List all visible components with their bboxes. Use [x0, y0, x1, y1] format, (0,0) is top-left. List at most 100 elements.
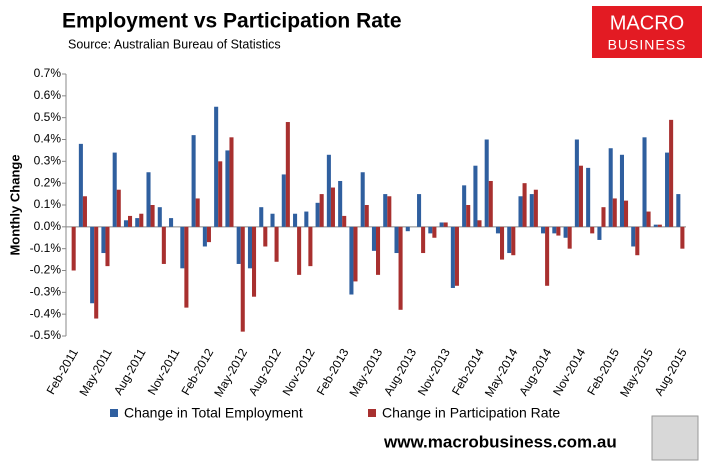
bar — [101, 226, 106, 254]
bar — [439, 222, 444, 227]
bar — [71, 226, 76, 271]
y-tick-label: 0.2% — [34, 175, 62, 189]
bar — [574, 139, 579, 227]
bar — [293, 213, 298, 227]
bar — [259, 207, 264, 227]
bar — [454, 226, 459, 286]
bar — [105, 226, 110, 267]
bar — [353, 226, 358, 282]
bar — [428, 226, 433, 234]
bar — [631, 226, 636, 247]
bar — [488, 180, 493, 227]
bar — [635, 226, 640, 256]
bar — [326, 154, 331, 227]
logo-text: BUSINESS — [608, 37, 687, 53]
bar — [229, 137, 234, 227]
bar — [360, 172, 365, 227]
bar — [495, 226, 500, 234]
bar — [500, 226, 505, 260]
bar — [263, 226, 268, 247]
y-tick-label: 0.7% — [34, 66, 62, 80]
bar — [484, 139, 489, 227]
bar — [236, 226, 241, 264]
x-tick-label: Aug-2011 — [111, 346, 149, 398]
y-tick-label: -0.1% — [30, 241, 62, 255]
bar — [522, 183, 527, 227]
bar — [78, 143, 83, 227]
bar — [518, 196, 523, 227]
x-tick-label: Feb-2013 — [314, 346, 352, 398]
bar — [466, 205, 471, 227]
bar — [349, 226, 354, 295]
bar — [462, 185, 467, 227]
bar — [642, 137, 647, 227]
bar — [387, 196, 392, 227]
bar — [330, 187, 335, 227]
bar — [247, 226, 252, 269]
bar — [90, 226, 95, 304]
x-tick-label: Feb-2012 — [178, 346, 216, 398]
bar — [285, 122, 290, 227]
bar — [680, 226, 685, 249]
bar — [94, 226, 99, 319]
bar — [665, 152, 670, 227]
bar — [533, 189, 538, 227]
bar — [676, 194, 681, 227]
bar — [586, 167, 591, 227]
bar — [450, 226, 455, 288]
y-axis-label: Monthly Change — [7, 154, 22, 255]
bar — [214, 106, 219, 227]
bar — [206, 226, 211, 243]
y-tick-label: 0.5% — [34, 110, 62, 124]
y-tick-label: -0.4% — [30, 306, 62, 320]
bar — [657, 224, 662, 227]
y-tick-label: 0.0% — [34, 219, 62, 233]
x-tick-label: Aug-2012 — [246, 346, 284, 398]
y-tick-label: -0.3% — [30, 285, 62, 299]
logo-text: MACRO — [610, 12, 684, 34]
bar — [146, 172, 151, 227]
bar — [169, 218, 174, 227]
bar — [371, 226, 376, 251]
bar — [304, 211, 309, 227]
x-tick-label: Nov-2011 — [145, 346, 183, 398]
bar — [195, 198, 200, 227]
bar — [308, 226, 313, 267]
bar — [112, 152, 117, 227]
bar — [653, 224, 658, 227]
bar — [128, 215, 133, 227]
bar — [225, 150, 230, 227]
x-tick-label: Feb-2014 — [449, 346, 487, 398]
bar — [624, 200, 629, 227]
bar — [529, 194, 534, 227]
x-tick-label: Nov-2012 — [280, 346, 318, 398]
bar — [191, 135, 196, 227]
y-tick-label: 0.1% — [34, 197, 62, 211]
bar — [552, 226, 557, 234]
bar — [507, 226, 512, 254]
x-tick-label: Nov-2014 — [550, 346, 588, 398]
bar — [443, 222, 448, 227]
bar — [135, 218, 140, 227]
wolf-icon — [651, 415, 699, 461]
bar — [383, 194, 388, 227]
bar — [252, 226, 257, 297]
bar — [116, 189, 121, 227]
bar — [590, 226, 595, 234]
bar — [398, 226, 403, 310]
bar — [184, 226, 189, 308]
bar — [432, 226, 437, 238]
chart-title: Employment vs Participation Rate — [62, 10, 402, 33]
x-tick-label: Aug-2015 — [652, 346, 690, 398]
bar — [157, 207, 162, 227]
bar — [601, 207, 606, 227]
x-tick-label: Nov-2013 — [415, 346, 453, 398]
bar — [342, 215, 347, 227]
legend-swatch — [368, 409, 376, 417]
x-tick-label: Aug-2014 — [516, 346, 554, 398]
bar — [202, 226, 207, 247]
chart-subtitle: Source: Australian Bureau of Statistics — [68, 37, 281, 51]
y-tick-label: 0.6% — [34, 88, 62, 102]
bar — [541, 226, 546, 234]
x-tick-label: May-2012 — [211, 346, 250, 399]
